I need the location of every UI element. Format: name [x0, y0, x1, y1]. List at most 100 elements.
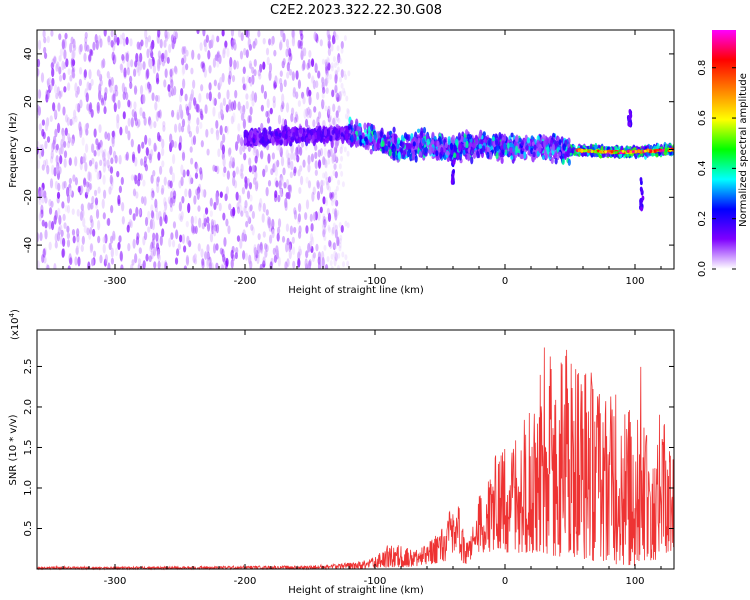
spectrogram-cell	[143, 116, 147, 126]
spectrogram-cell	[164, 214, 168, 224]
spectrogram-cell	[42, 159, 47, 167]
spectrogram-cell	[102, 236, 106, 244]
spectrogram-cell	[319, 206, 323, 214]
spectrogram-cell	[97, 70, 102, 79]
spectrogram-cell	[274, 130, 279, 137]
spectrogram-cell	[312, 79, 316, 90]
spectrogram-cell	[122, 91, 126, 100]
spectrogram-cell	[64, 32, 68, 40]
spectrogram-cell	[240, 210, 244, 217]
spectrogram-cell	[287, 184, 291, 192]
spectrogram-cell	[339, 90, 343, 97]
spectrogram-y-tick-label: 20	[23, 95, 34, 108]
spectrogram-cell	[73, 109, 77, 120]
spectrogram-cell	[225, 104, 229, 113]
spectrogram-cell	[166, 56, 170, 64]
spectrogram-cell	[117, 199, 121, 207]
spectrogram-cell	[299, 30, 303, 37]
spectrogram-cell	[261, 136, 265, 144]
spectrogram-cell	[249, 106, 253, 116]
spectrogram-cell	[69, 118, 73, 126]
spectrogram-cell	[118, 235, 122, 243]
spectrogram-cell	[71, 229, 76, 236]
spectrogram-cell	[95, 39, 99, 50]
spectrogram-cell	[333, 62, 337, 69]
spectrogram-cell	[312, 211, 317, 222]
spectrogram-cell	[169, 167, 173, 174]
spectrogram-cell	[140, 196, 145, 205]
spectrogram-cell	[106, 159, 110, 169]
spectrogram-cell	[103, 157, 107, 167]
spectrogram-cell	[187, 124, 191, 135]
spectrogram-cell	[46, 136, 51, 143]
spectrogram-cell	[178, 122, 182, 133]
spectrogram-cell	[335, 124, 339, 129]
spectrogram-cell	[604, 150, 608, 154]
spectrogram-cell	[163, 197, 167, 207]
spectrogram-cell	[173, 65, 178, 73]
spectrogram-cell	[62, 106, 66, 116]
spectrogram-cell	[262, 260, 266, 268]
spectrogram-cell	[108, 242, 112, 251]
spectrogram-cell	[85, 128, 89, 136]
spectrogram-cell	[148, 118, 152, 127]
spectrogram-cell	[291, 246, 296, 255]
spectrogram-cell	[316, 129, 321, 136]
spectrogram-cell	[293, 226, 297, 234]
spectrogram-cell	[173, 140, 178, 149]
spectrogram-cell	[220, 109, 224, 117]
spectrogram-cell	[337, 179, 341, 186]
spectrogram-cell	[54, 233, 58, 243]
spectrogram-cell	[120, 176, 124, 186]
spectrogram-cell	[309, 233, 314, 243]
spectrogram-cell	[106, 218, 110, 226]
spectrogram-cell	[69, 75, 73, 82]
spectrogram-cell	[276, 226, 281, 235]
spectrogram-cell	[181, 234, 186, 244]
spectrogram-cell	[322, 229, 326, 238]
spectrogram-cell	[339, 146, 343, 154]
spectrogram-cell	[355, 118, 359, 127]
spectrogram-cell	[451, 174, 455, 180]
snr-y-multiplier: (x104)	[8, 309, 21, 340]
spectrogram-cell	[322, 229, 326, 236]
spectrogram-cell	[258, 202, 262, 212]
spectrogram-cell	[227, 74, 231, 85]
spectrogram-cell	[39, 232, 43, 242]
spectrogram-cell	[316, 116, 320, 126]
spectrogram-cell	[307, 72, 311, 79]
spectrogram-cell	[135, 52, 139, 63]
spectrogram-cell	[54, 84, 58, 94]
spectrogram-cell	[243, 47, 247, 56]
spectrogram-cell	[63, 140, 67, 148]
spectrogram-cell	[208, 262, 212, 269]
spectrogram-cell	[142, 260, 146, 269]
spectrogram-cell	[327, 224, 331, 231]
spectrogram-cell	[260, 122, 264, 132]
spectrogram-cell	[346, 150, 350, 157]
spectrogram-cell	[268, 234, 273, 244]
colorbar-tick-label: 0.6	[697, 110, 708, 126]
spectrogram-cell	[354, 140, 359, 148]
spectrogram-cell	[121, 32, 125, 40]
spectrogram-cell	[246, 190, 251, 200]
spectrogram-cell	[205, 92, 210, 100]
spectrogram-cell	[407, 142, 411, 150]
spectrogram-cell	[495, 152, 499, 160]
spectrogram-cell	[143, 196, 147, 206]
spectrogram-marks	[37, 30, 674, 269]
spectrogram-cell	[43, 52, 48, 59]
spectrogram-cell	[580, 148, 584, 152]
spectrogram-cell	[295, 114, 299, 123]
spectrogram-cell	[50, 200, 54, 208]
spectrogram-cell	[84, 36, 88, 44]
spectrogram-cell	[324, 59, 328, 67]
spectrogram-cell	[134, 174, 138, 185]
snr-y-tick-label: 0.5	[23, 521, 34, 537]
spectrogram-cell	[204, 104, 208, 115]
spectrogram-cell	[347, 70, 351, 77]
spectrogram-cell	[188, 130, 193, 138]
spectrogram-cell	[157, 30, 161, 38]
spectrogram-cell	[304, 258, 308, 269]
spectrogram-cell	[228, 99, 232, 110]
